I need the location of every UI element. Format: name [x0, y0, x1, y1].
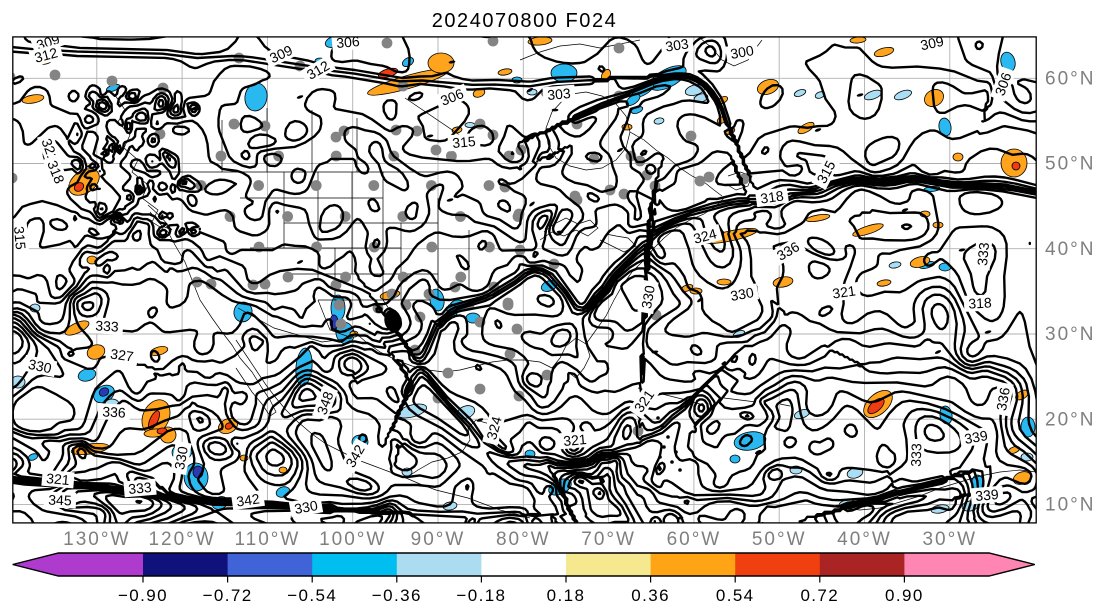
- svg-text:309: 309: [919, 33, 945, 54]
- svg-text:348: 348: [313, 389, 336, 417]
- svg-text:303: 303: [664, 35, 690, 54]
- svg-text:0.36: 0.36: [631, 586, 670, 605]
- svg-text:80°W: 80°W: [496, 529, 551, 550]
- svg-text:303: 303: [547, 85, 572, 103]
- svg-text:336: 336: [993, 386, 1013, 412]
- svg-text:−0.72: −0.72: [203, 586, 253, 605]
- svg-text:318: 318: [968, 294, 992, 311]
- svg-text:−0.54: −0.54: [287, 586, 337, 605]
- svg-text:40°N: 40°N: [1045, 239, 1095, 260]
- svg-text:321: 321: [831, 282, 857, 301]
- svg-text:339: 339: [975, 486, 1000, 504]
- svg-text:330: 330: [171, 445, 191, 471]
- svg-text:100°W: 100°W: [319, 529, 386, 550]
- svg-text:120°W: 120°W: [148, 529, 215, 550]
- svg-text:300: 300: [729, 42, 755, 62]
- svg-text:306: 306: [991, 70, 1014, 98]
- svg-text:10°N: 10°N: [1045, 495, 1095, 516]
- svg-text:70°W: 70°W: [581, 529, 636, 550]
- svg-text:−0.36: −0.36: [372, 586, 422, 605]
- svg-text:30°W: 30°W: [922, 529, 977, 550]
- svg-text:0.18: 0.18: [547, 586, 586, 605]
- svg-text:330: 330: [27, 356, 53, 377]
- svg-text:321: 321: [563, 431, 588, 449]
- svg-text:342: 342: [235, 490, 261, 509]
- svg-text:90°W: 90°W: [411, 529, 466, 550]
- svg-text:0.90: 0.90: [885, 586, 924, 605]
- svg-text:330: 330: [293, 497, 319, 517]
- svg-text:60°W: 60°W: [667, 529, 722, 550]
- svg-text:50°N: 50°N: [1045, 154, 1095, 175]
- svg-text:345: 345: [48, 492, 72, 509]
- svg-text:110°W: 110°W: [234, 529, 300, 550]
- svg-text:2024070800 F024: 2024070800 F024: [432, 10, 618, 32]
- svg-text:330: 330: [638, 284, 658, 310]
- svg-text:333: 333: [128, 479, 153, 497]
- svg-text:318: 318: [759, 187, 785, 206]
- svg-text:321: 321: [46, 470, 71, 488]
- svg-text:324: 324: [483, 414, 505, 441]
- svg-text:306: 306: [336, 33, 361, 51]
- svg-text:0.72: 0.72: [800, 586, 839, 605]
- svg-text:327: 327: [109, 345, 135, 364]
- svg-text:312: 312: [33, 44, 60, 66]
- svg-text:333: 333: [908, 443, 925, 467]
- svg-text:315: 315: [11, 226, 29, 251]
- svg-text:324: 324: [692, 225, 719, 247]
- svg-text:60°N: 60°N: [1045, 69, 1095, 90]
- svg-text:40°W: 40°W: [837, 529, 892, 550]
- svg-text:0.54: 0.54: [716, 586, 755, 605]
- svg-text:−0.90: −0.90: [118, 586, 168, 605]
- svg-text:336: 336: [102, 403, 126, 420]
- svg-text:330: 330: [729, 284, 755, 304]
- svg-text:−0.18: −0.18: [456, 586, 506, 605]
- svg-text:315: 315: [452, 133, 477, 151]
- svg-text:20°N: 20°N: [1045, 409, 1095, 430]
- svg-text:339: 339: [963, 427, 989, 447]
- svg-text:333: 333: [95, 317, 119, 334]
- svg-text:130°W: 130°W: [63, 529, 130, 550]
- svg-text:50°W: 50°W: [752, 529, 807, 550]
- svg-text:333: 333: [974, 241, 992, 266]
- svg-text:30°N: 30°N: [1045, 324, 1095, 345]
